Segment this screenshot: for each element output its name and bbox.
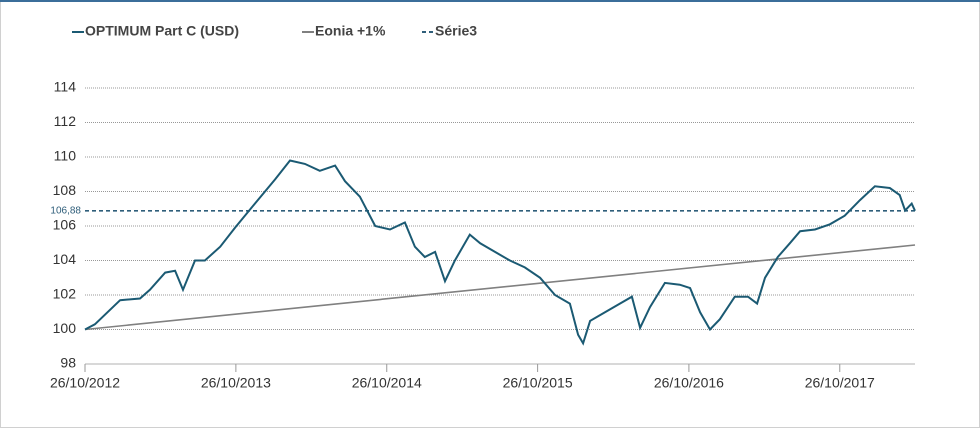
data-label: 106,88 [50, 205, 81, 216]
x-tick-label: 26/10/2017 [805, 375, 875, 391]
y-tick-label: 112 [54, 113, 77, 129]
y-tick-label: 104 [53, 251, 77, 267]
y-tick-label: 102 [53, 286, 77, 302]
x-tick-label: 26/10/2014 [352, 375, 422, 391]
x-tick-label: 26/10/2015 [503, 375, 573, 391]
legend-label: OPTIMUM Part C (USD) [85, 23, 239, 39]
x-tick-label: 26/10/2012 [50, 375, 120, 391]
y-tick-label: 100 [53, 320, 77, 336]
legend-label: Série3 [435, 23, 477, 39]
y-tick-label: 114 [54, 79, 77, 95]
y-tick-label: 108 [53, 182, 77, 198]
legend-label: Eonia +1% [315, 23, 386, 39]
y-tick-label: 106 [53, 217, 77, 233]
x-tick-label: 26/10/2013 [201, 375, 271, 391]
x-tick-label: 26/10/2016 [654, 375, 724, 391]
y-tick-label: 110 [54, 148, 77, 164]
top-bar [0, 0, 980, 2]
y-tick-label: 98 [60, 355, 76, 371]
series-line [84, 159, 916, 346]
